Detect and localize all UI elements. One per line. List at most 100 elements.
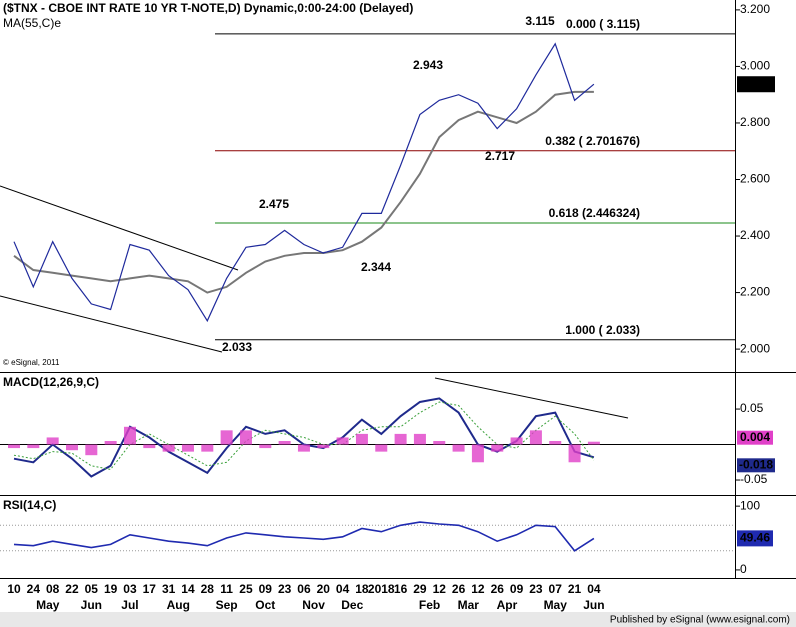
month-label: Aug (167, 598, 190, 612)
histogram-bar (8, 444, 20, 449)
histogram-bar (587, 441, 600, 445)
histogram-bar (46, 437, 59, 445)
swing-label: 2.475 (259, 197, 289, 211)
swing-label: 2.344 (361, 260, 391, 274)
histogram-bar (317, 444, 330, 449)
histogram-bar (162, 444, 175, 452)
x-tick-label: 22 (65, 582, 79, 596)
histogram-bar (568, 444, 581, 463)
swing-label: 2.717 (485, 149, 515, 163)
histogram-bar (336, 437, 349, 445)
footer: Published by eSignal (www.esignal.com) (610, 615, 790, 626)
histogram-bar (65, 444, 78, 451)
histogram-bar (259, 444, 272, 449)
x-tick-label: 23 (529, 582, 543, 596)
y-tick-label: 2.000 (740, 341, 770, 355)
hist-tag-box (737, 430, 773, 445)
ma-legend: MA(55,C)e (3, 16, 61, 30)
histogram-bar (529, 430, 542, 445)
x-tick-label: 24 (27, 582, 41, 596)
x-tick-label: 05 (85, 582, 99, 596)
x-tick-label: 31 (162, 582, 176, 596)
series-line (13, 90, 594, 294)
price-tag: 2.937 (740, 76, 770, 90)
macd-tag-box (737, 458, 775, 473)
channel-line (0, 185, 239, 271)
macd-tag: -0.018 (739, 457, 773, 471)
fib-label: 0.618 (2.446324) (549, 206, 640, 220)
month-label: Apr (497, 598, 518, 612)
footer-bar (0, 612, 796, 627)
x-tick-label: 29 (413, 582, 427, 596)
month-label: May (544, 598, 568, 612)
histogram-bar (239, 430, 252, 445)
histogram-bar (394, 433, 407, 445)
histogram-bar (471, 444, 484, 463)
rsi-tag-box (737, 530, 773, 547)
channel-line (0, 295, 223, 353)
month-label: Oct (255, 598, 275, 612)
month-label: Jun (81, 598, 102, 612)
x-tick-label: 07 (549, 582, 563, 596)
x-tick-label: 16 (394, 582, 408, 596)
x-tick-label: 14 (181, 582, 195, 596)
price-tag-box (737, 76, 775, 93)
histogram-bar (27, 444, 40, 449)
x-tick-label: 08 (46, 582, 60, 596)
credit: © eSignal, 2011 (3, 358, 60, 367)
x-tick-label: 25 (239, 582, 253, 596)
histogram-bar (220, 430, 233, 445)
swing-label: 2.943 (413, 58, 443, 72)
x-tick-label: 21 (568, 582, 582, 596)
chart-title: ($TNX - CBOE INT RATE 10 YR T-NOTE,D) Dy… (3, 1, 413, 15)
y-tick-label: 100 (740, 498, 760, 512)
swing-label: 3.115 (525, 14, 555, 28)
fib-label: 1.000 ( 2.033) (565, 323, 640, 337)
x-tick-label: 23 (278, 582, 292, 596)
x-tick-label: 06 (297, 582, 311, 596)
month-label: Sep (216, 598, 238, 612)
month-label: Jun (583, 598, 604, 612)
histogram-bar (510, 437, 523, 445)
y-tick-label: 2.800 (740, 115, 770, 129)
y-tick-label: 2.600 (740, 172, 770, 186)
x-tick-label: 17 (143, 582, 157, 596)
y-tick-label: 3.200 (740, 2, 770, 16)
x-tick-label: 09 (510, 582, 524, 596)
rsi-tag: 49.46 (740, 531, 770, 545)
y-tick-label: 2.200 (740, 285, 770, 299)
rsi-title: RSI(14,C) (3, 498, 56, 512)
fib-label: 0.000 ( 3.115) (566, 17, 640, 31)
x-tick-label: 03 (123, 582, 137, 596)
macd-title: MACD(12,26,9,C) (3, 375, 99, 389)
histogram-bar (413, 433, 426, 445)
histogram-bar (143, 444, 156, 449)
histogram-bar (491, 444, 504, 452)
month-label: Mar (458, 598, 480, 612)
y-tick-label: 0 (740, 562, 747, 576)
x-tick-label: 04 (336, 582, 350, 596)
histogram-bar (181, 444, 194, 452)
histogram-bar (549, 440, 562, 445)
x-tick-label: 28 (201, 582, 215, 596)
histogram-bar (433, 440, 446, 445)
histogram-bar (201, 444, 214, 452)
month-label: Dec (341, 598, 363, 612)
x-tick-label: 11 (220, 582, 233, 596)
histogram-bar (123, 426, 136, 445)
x-tick-label: 12 (433, 582, 447, 596)
histogram-bar (104, 440, 117, 445)
series-line (13, 521, 595, 552)
x-tick-label: 04 (587, 582, 601, 596)
x-tick-label: 12 (471, 582, 485, 596)
x-tick-label: 10 (7, 582, 21, 596)
x-tick-label: 20 (317, 582, 331, 596)
month-label: Jul (121, 598, 138, 612)
month-label: Nov (302, 598, 325, 612)
y-tick-label: -0.05 (740, 472, 768, 486)
month-label: May (36, 598, 60, 612)
histogram-bar (355, 433, 368, 445)
histogram-bar (278, 440, 291, 445)
histogram-bar (297, 444, 310, 452)
